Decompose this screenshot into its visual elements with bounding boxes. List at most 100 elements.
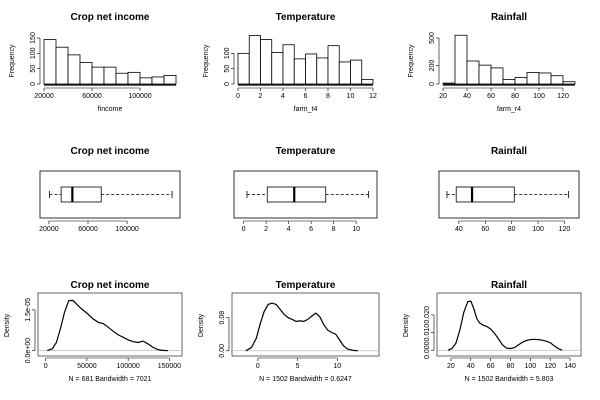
histogram-bar [139,77,153,85]
y-tick-label: 1.5e-05 [25,298,32,322]
plot-frame [231,292,380,357]
x-axis-label: fincome [98,106,123,113]
x-tick-label: 120 [544,363,556,370]
histogram-bar [151,76,165,85]
plot-frame [436,292,582,357]
x-tick-label: 100 [533,93,545,100]
x-tick-label: 50000 [77,363,97,370]
panel-title: Rainfall [491,280,527,291]
x-axis-label: N = 1502 Bandwidth = 0.6247 [259,376,352,383]
histogram-bar [115,72,129,85]
y-axis-label: Frequency [408,44,415,78]
x-tick-label: 10 [333,363,341,370]
panel-density-1: Crop net income 0 50000 100000 150000 N = 681… [4,280,183,383]
y-tick-label: 0.000 [424,341,431,359]
y-axis-label: Frequency [9,44,16,78]
x-tick-label: 8 [326,93,330,100]
x-axis-label: N = 681 Bandwidth = 7021 [69,376,152,383]
y-axis-label: Frequency [203,44,210,78]
x-tick-label: 0 [256,363,260,370]
histogram-bar [327,45,340,85]
x-tick-label: 5 [296,363,300,370]
y-tick-label: 50 [224,65,231,73]
x-tick-label: 0 [44,363,48,370]
panel-hist-1: Crop net income 20000 60000 100000 fincome 0 5… [9,12,177,113]
x-tick-label: 20 [439,93,447,100]
histogram-bar [55,46,69,85]
panel-hist-3: Rainfall 20 40 60 80 100 120 farm_r4 0 200 500 Freq… [408,12,576,113]
histogram-bar [43,39,57,85]
x-tick-label: 60000 [78,226,98,233]
histogram-bar [454,34,468,85]
panel-title: Temperature [276,280,336,291]
histogram-bar [67,54,81,85]
x-axis-label: farm_r4 [497,106,521,113]
y-tick-label: 0.00 [219,344,226,358]
x-tick-label: 120 [559,226,571,233]
y-tick-label: 100 [224,47,231,59]
x-tick-label: 100 [532,226,544,233]
histogram-bar [562,81,576,85]
x-tick-label: 80 [508,226,516,233]
y-tick-label: 50 [30,65,37,73]
panel-box-3: Rainfall 40 60 80 100 120 [438,146,580,233]
x-tick-label: 6 [309,226,313,233]
x-tick-label: 4 [281,93,285,100]
x-tick-label: 60 [487,363,495,370]
panel-title: Temperature [276,146,336,157]
panel-density-3: Rainfall 20 40 60 80 100 120 140 N = 1502 Bandwi… [403,280,582,383]
y-tick-label: 0 [224,82,231,86]
histogram-bar [163,75,177,85]
x-axis-label: N = 1502 Bandwidth = 5.803 [465,376,554,383]
x-tick-label: 6 [304,93,308,100]
plot-frame [233,170,378,219]
x-tick-label: 0 [236,93,240,100]
y-tick-label: 0.0e+00 [25,338,32,364]
x-tick-label: 100000 [115,226,138,233]
histogram-bar [260,39,273,85]
histogram-bar [350,59,363,85]
y-axis-label: Density [4,313,11,337]
panel-title: Crop net income [71,280,150,291]
x-tick-label: 60 [487,93,495,100]
x-tick-label: 60 [481,226,489,233]
y-tick-label: 0 [429,82,436,86]
histogram-bar [103,66,117,85]
x-tick-label: 8 [332,226,336,233]
histogram-bar [502,79,516,85]
panel-hist-2: Temperature 0 2 4 6 8 10 12 farm_t4 0 50 100 Frequen… [203,12,377,113]
histogram-bar [79,62,93,85]
x-tick-label: 40 [467,363,475,370]
x-tick-label: 2 [259,93,263,100]
box-iqr [266,186,327,203]
plot-frame [438,170,580,219]
density-curve [47,299,168,352]
histogram-bar [550,75,564,85]
x-tick-label: 20 [447,363,455,370]
panel-title: Rainfall [491,146,527,157]
panel-box-2: Temperature 0 2 4 6 8 10 [233,146,378,233]
x-tick-label: 10 [352,226,360,233]
x-tick-label: 80 [507,363,515,370]
histogram-bar [316,57,329,85]
histogram-bar [514,77,528,85]
y-axis-label: Density [403,313,410,337]
x-axis-label: farm_t4 [294,106,318,113]
density-curve [447,300,563,351]
x-tick-label: 80 [511,93,519,100]
x-tick-label: 100 [524,363,536,370]
x-tick-label: 0 [242,226,246,233]
x-tick-label: 12 [369,93,377,100]
histogram-bar [248,35,261,85]
panel-title: Crop net income [71,12,150,23]
histogram-bar [91,66,105,85]
box-iqr [455,186,515,203]
x-tick-label: 120 [557,93,569,100]
x-tick-label: 20000 [34,93,54,100]
y-tick-label: 0.020 [424,306,431,324]
x-tick-label: 4 [287,226,291,233]
plot-frame [39,170,181,219]
y-tick-label: 100 [30,47,37,59]
histogram-bar [478,64,492,85]
y-tick-label: 150 [30,32,37,44]
